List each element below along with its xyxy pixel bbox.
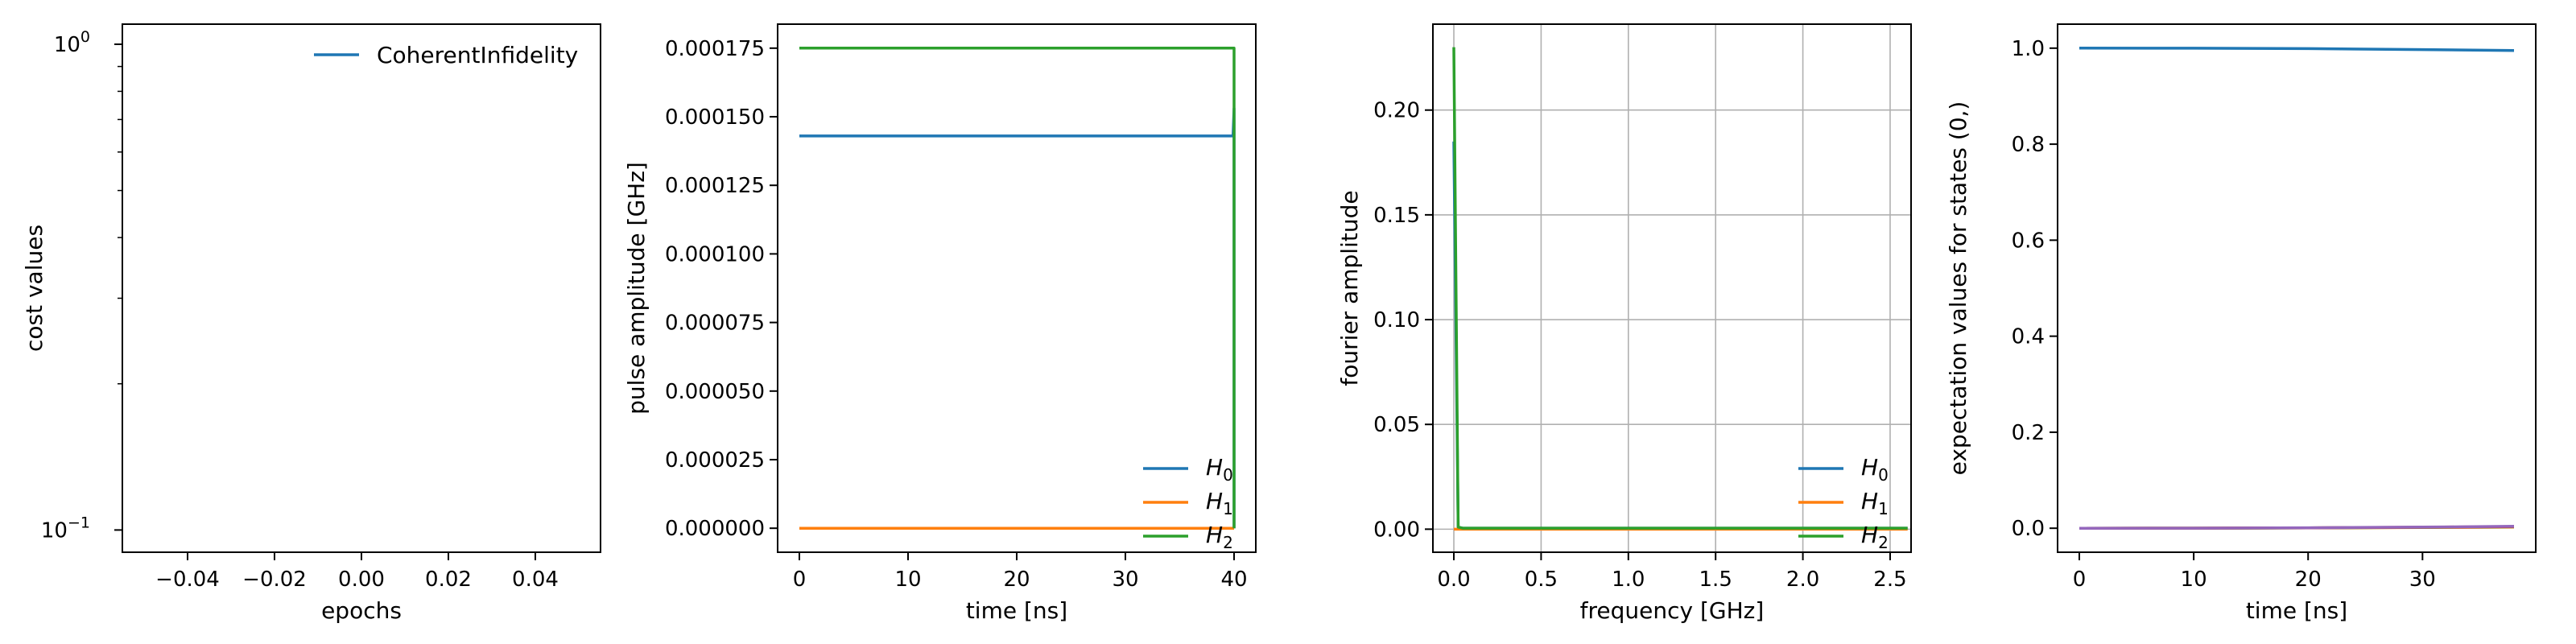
y-tick-label: 0.000100 xyxy=(665,242,765,266)
y-tick-label: 0.000125 xyxy=(665,174,765,198)
y-tick-label: 0.000150 xyxy=(665,105,765,130)
series-group xyxy=(2079,47,2515,530)
x-tick-label: 0.04 xyxy=(512,568,559,592)
series-group xyxy=(1452,47,1908,531)
y-axis-label: fourier amplitude xyxy=(1336,190,1363,386)
y-tick-label: 0.000050 xyxy=(665,380,765,404)
y-tick-label: 0.0 xyxy=(2012,517,2045,541)
legend-label: H0 xyxy=(1206,454,1233,485)
y-axis-label: expectation values for states (0,) xyxy=(1945,101,1971,476)
legend-label: H0 xyxy=(1861,454,1889,485)
x-tick-label: 0.0 xyxy=(1437,568,1470,592)
y-tick-label: 0.10 xyxy=(1373,308,1420,332)
series-line-4 xyxy=(2079,525,2515,530)
axes-frame xyxy=(122,23,601,553)
axes-frame xyxy=(2057,23,2537,553)
x-tick-label: 10 xyxy=(894,568,921,592)
series-line-0 xyxy=(1452,141,1908,530)
series-line-2 xyxy=(799,47,1236,529)
pulse-amplitude-plot: 0 10 20 30 40 0.000000 0.000025 0.000050 0.00007… xyxy=(623,23,1257,624)
y-tick-label: 0.15 xyxy=(1373,204,1420,228)
x-axis-label: frequency [GHz] xyxy=(1580,597,1765,624)
x-tick-label: 0 xyxy=(793,568,807,592)
y-tick-label: 100 xyxy=(54,28,90,57)
x-tick-label: 1.5 xyxy=(1699,568,1732,592)
x-tick-label: 40 xyxy=(1220,568,1247,592)
y-tick-label: 0.2 xyxy=(2012,421,2045,445)
series-group xyxy=(799,47,1236,530)
x-tick-label: 0.00 xyxy=(338,568,385,592)
y-tick-label: 0.05 xyxy=(1373,413,1420,437)
legend: CoherentInfidelity xyxy=(314,42,578,68)
series-line-2 xyxy=(1452,47,1908,530)
y-tick-label: 1.0 xyxy=(2012,37,2045,61)
axes-frame xyxy=(1432,23,1912,553)
x-tick-label: 2.0 xyxy=(1786,568,1819,592)
x-tick-label: 0 xyxy=(2073,568,2087,592)
y-tick-label: 0.8 xyxy=(2012,133,2045,157)
legend-label: CoherentInfidelity xyxy=(377,42,578,68)
x-axis-label: time [ns] xyxy=(2246,597,2347,624)
legend-label: H1 xyxy=(1206,488,1233,518)
fourier-amplitude-plot: 0.0 0.5 1.0 1.5 2.0 2.5 0.00 0.05 0.10 0.15 0.20 fr… xyxy=(1336,23,1912,624)
x-tick-label: 1.0 xyxy=(1612,568,1645,592)
series-line-0 xyxy=(2079,47,2515,52)
y-tick-label: 0.000075 xyxy=(665,312,765,336)
x-tick-label: 0.5 xyxy=(1525,568,1558,592)
legend-label: H1 xyxy=(1861,488,1889,518)
x-axis-label: epochs xyxy=(321,597,402,624)
x-axis-label: time [ns] xyxy=(966,597,1067,624)
axes-frame xyxy=(777,23,1257,553)
legend-label: H2 xyxy=(1206,522,1233,552)
cost-values-plot: −0.04 −0.02 0.00 0.02 0.04 10−1 100 epochs cost … xyxy=(21,23,601,624)
x-tick-label: 0.02 xyxy=(425,568,472,592)
legend-label: H2 xyxy=(1861,522,1889,552)
y-tick-label: 0.000175 xyxy=(665,37,765,61)
y-tick-label: 10−1 xyxy=(41,514,90,543)
y-axis-label: cost values xyxy=(21,225,47,352)
y-tick-label: 0.20 xyxy=(1373,99,1420,123)
y-tick-label: 0.000025 xyxy=(665,448,765,473)
x-tick-label: 2.5 xyxy=(1873,568,1906,592)
x-tick-label: −0.02 xyxy=(242,568,307,592)
y-axis-label: pulse amplitude [GHz] xyxy=(623,162,650,415)
y-tick-label: 0.00 xyxy=(1373,518,1420,542)
x-tick-label: 20 xyxy=(2295,568,2322,592)
x-tick-label: −0.04 xyxy=(155,568,220,592)
y-tick-label: 0.6 xyxy=(2012,229,2045,253)
x-tick-label: 30 xyxy=(2409,568,2436,592)
y-tick-label: 0.4 xyxy=(2012,325,2045,349)
expectation-values-plot: 0 10 20 30 0.0 0.2 0.4 0.6 0.8 1.0 time [ns] expect… xyxy=(1945,23,2537,624)
series-line-0 xyxy=(799,107,1236,529)
y-tick-label: 0.000000 xyxy=(665,517,765,541)
x-tick-label: 30 xyxy=(1112,568,1138,592)
x-tick-label: 20 xyxy=(1003,568,1030,592)
x-tick-label: 10 xyxy=(2181,568,2207,592)
